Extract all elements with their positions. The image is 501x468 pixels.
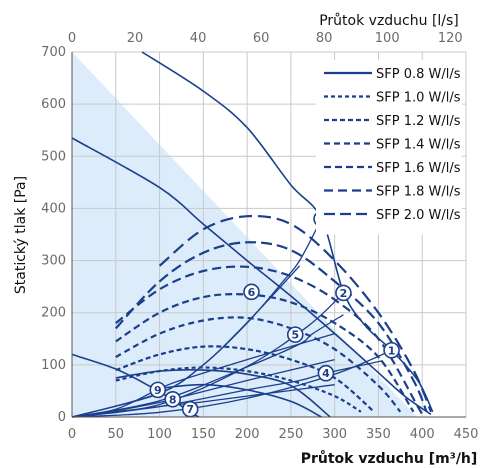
operating-region-fill	[72, 52, 417, 417]
marker-6-circle	[243, 283, 260, 301]
x2-tick-label: 40	[190, 31, 207, 46]
y-tick-label: 0	[58, 410, 66, 425]
marker-4-circle	[317, 364, 335, 382]
legend-label: SFP 0.8 W/l/s	[376, 67, 461, 82]
y-tick-label: 600	[41, 97, 66, 112]
marker-7-label: 7	[186, 403, 194, 416]
y-tick-label: 200	[41, 306, 66, 321]
legend-label: SFP 1.0 W/l/s	[376, 91, 461, 106]
marker-1-circle	[383, 341, 400, 359]
sfp-curve-5	[115, 292, 415, 413]
curves	[71, 51, 434, 418]
legend-label: SFP 1.2 W/l/s	[376, 114, 461, 129]
y-axis-title: Statický tlak [Pa]	[13, 176, 29, 294]
x-tick-label: 400	[410, 427, 435, 442]
sfp-curve-3	[115, 345, 375, 413]
marker-2-circle	[335, 284, 352, 302]
marker-9-label: 9	[154, 384, 162, 397]
legend-label: SFP 2.0 W/l/s	[376, 208, 461, 223]
x-tick-label: 0	[68, 427, 76, 442]
system-curve-1	[71, 349, 392, 418]
marker-5-label: 5	[291, 329, 299, 342]
operating-region	[72, 52, 417, 417]
sfp-curve-6	[115, 265, 424, 416]
x2-tick-label: 80	[316, 31, 333, 46]
marker-8-label: 8	[169, 393, 177, 406]
marker-4-label: 4	[322, 367, 330, 380]
x-tick-label: 150	[191, 427, 216, 442]
fan-curve-5	[159, 383, 322, 418]
legend-label: SFP 1.6 W/l/s	[376, 161, 461, 176]
legend-label: SFP 1.8 W/l/s	[376, 185, 461, 200]
x-tick-label: 50	[108, 427, 125, 442]
legend-box	[316, 60, 462, 235]
x-tick-label: 350	[366, 427, 391, 442]
legend-label: SFP 1.4 W/l/s	[376, 138, 461, 153]
system-curve-6	[71, 265, 301, 418]
y-tick-label: 400	[41, 201, 66, 216]
x2-tick-label: 20	[127, 31, 144, 46]
x2-tick-label: 60	[253, 31, 270, 46]
x-tick-label: 450	[454, 427, 479, 442]
x2-tick-label: 120	[438, 31, 463, 46]
sfp-curve-4	[115, 316, 402, 413]
x-tick-label: 250	[278, 427, 303, 442]
x2-tick-label: 100	[375, 31, 400, 46]
x-tick-label: 200	[235, 427, 260, 442]
sfp-curve-7	[114, 241, 428, 413]
system-curve-5	[71, 314, 344, 418]
marker-1-label: 1	[388, 344, 396, 357]
marker-9-circle	[149, 381, 167, 399]
x-tick-label: 300	[322, 427, 347, 442]
y-tick-label: 500	[41, 149, 66, 164]
x-tick-label: 100	[147, 427, 172, 442]
y-tick-label: 700	[41, 45, 66, 60]
sfp-curve-2	[115, 366, 362, 413]
marker-6-label: 6	[248, 286, 256, 299]
marker-2-label: 2	[340, 287, 348, 300]
sfp-curve-8	[158, 214, 433, 413]
y-tick-label: 300	[41, 254, 66, 269]
x2-tick-label: 0	[68, 31, 76, 46]
y-tick-label: 100	[41, 358, 66, 373]
x2-axis-title: Průtok vzduchu [l/s]	[319, 13, 459, 29]
marker-8-circle	[164, 390, 181, 408]
x-axis-title: Průtok vzduchu [m³/h]	[301, 450, 478, 467]
fan-curve-4	[115, 369, 331, 418]
fan-curve-1	[71, 137, 432, 416]
legend: SFP 0.8 W/l/s SFP 1.0 W/l/s SFP 1.2 W/l/s S…	[316, 60, 462, 235]
marker-5-circle	[286, 326, 304, 343]
